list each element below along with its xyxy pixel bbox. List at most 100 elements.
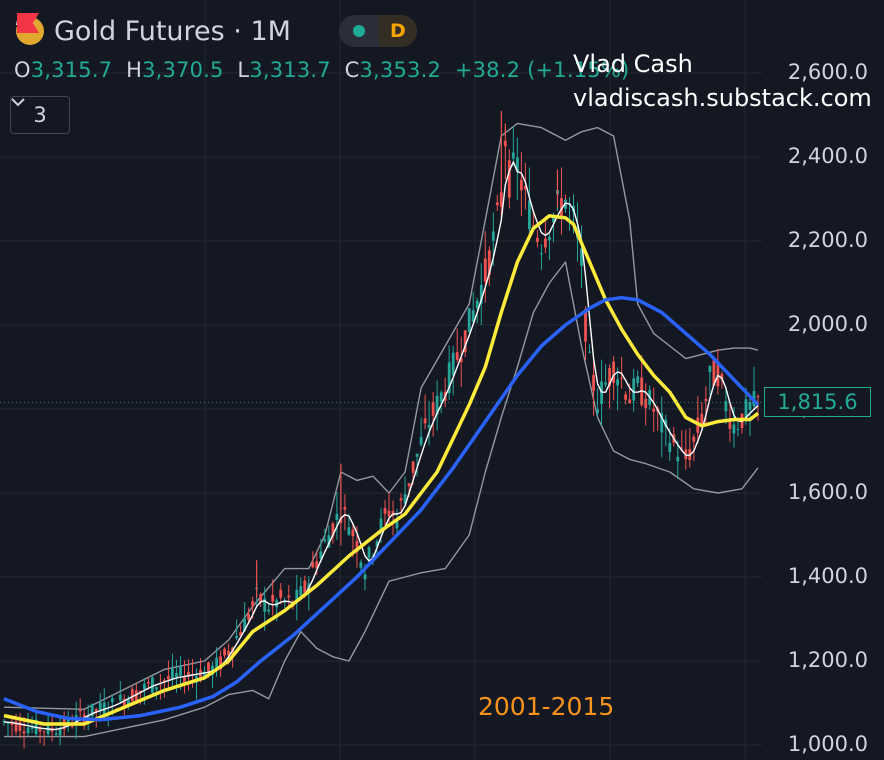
candle-body [10, 721, 14, 725]
candle-body [70, 726, 74, 728]
candle-body [263, 598, 267, 612]
watermark-author: Vlad Cash [573, 50, 693, 78]
candle-body [98, 702, 102, 711]
candle-body [6, 722, 10, 724]
candle-body [315, 561, 319, 569]
candle-body [419, 436, 423, 445]
candle-body [552, 215, 555, 223]
candle-body [692, 436, 696, 442]
candle-body [14, 721, 18, 732]
candle-body [644, 398, 648, 409]
candle-body [463, 330, 467, 352]
ma-slow-line [3, 295, 760, 722]
candle-body [636, 376, 640, 384]
candle-body [536, 237, 539, 242]
y-tick-label: 2,200.0 [787, 228, 868, 252]
candle-body [403, 494, 407, 504]
candle-body [728, 421, 732, 429]
candle-body [347, 527, 351, 535]
candle-body [171, 668, 174, 679]
candle-body [94, 709, 98, 712]
candle-body [548, 236, 551, 241]
y-tick-label: 2,600.0 [787, 60, 868, 84]
candle-body [584, 308, 587, 342]
candle-body [90, 703, 94, 717]
candle-body [343, 507, 347, 510]
interval-pill[interactable]: D [338, 15, 417, 47]
candle-body [30, 726, 34, 729]
indicator-count: 3 [33, 103, 47, 127]
candle-body [319, 551, 323, 559]
legend-toggle-button[interactable]: 3 [10, 96, 70, 134]
candle-body [219, 656, 222, 670]
y-tick-label: 1,600.0 [787, 480, 868, 504]
candle-body [299, 586, 303, 596]
candle-body [22, 731, 26, 734]
candle-body [544, 238, 547, 248]
candle-body [339, 518, 343, 523]
candle-body [455, 352, 459, 360]
candle-body [323, 539, 327, 542]
candle-body [223, 648, 226, 656]
candle-body [415, 453, 419, 457]
candle-body [207, 662, 210, 672]
candle-body [459, 358, 463, 362]
candle-body [704, 398, 708, 402]
candle-body [624, 394, 627, 400]
candle-body [86, 715, 90, 719]
candle-body [616, 379, 619, 386]
candle-body [66, 718, 70, 725]
candle-body [363, 574, 367, 580]
candle-body [155, 687, 158, 690]
ma-fast-line [3, 161, 759, 731]
candle-body [524, 186, 527, 190]
chevron-down-icon [11, 98, 25, 107]
candle-body [664, 419, 668, 427]
candle-body [287, 595, 291, 598]
last-price-label: 1,815.6 [764, 387, 871, 418]
candle-body [411, 461, 415, 473]
candle-body [528, 200, 531, 229]
candle-body [632, 378, 636, 401]
candle-body [676, 456, 680, 462]
candle-body [716, 361, 720, 387]
live-dot-icon [352, 25, 365, 37]
candle-body [435, 395, 439, 415]
candle-body [54, 733, 58, 735]
candle-body [379, 518, 383, 532]
candle-body [439, 392, 443, 402]
candle-body [540, 253, 543, 255]
candle-body [407, 483, 411, 487]
interval-badge[interactable]: D [378, 15, 417, 47]
candle-body [331, 523, 335, 537]
candle-body [283, 600, 287, 601]
candle-body [143, 683, 146, 690]
flag-icon[interactable] [16, 12, 40, 34]
candle-body [130, 689, 134, 702]
candle-body [451, 352, 455, 376]
candle-body [199, 669, 202, 680]
candle-body [147, 682, 150, 684]
symbol-title[interactable]: Gold Futures · 1M [54, 15, 291, 47]
candle-body [652, 408, 656, 412]
candle-body [311, 562, 315, 568]
candle-body [744, 399, 748, 420]
candle-body [604, 382, 607, 385]
candle-body [175, 673, 178, 678]
candle-body [503, 140, 507, 147]
candle-body [399, 498, 403, 501]
candle-body [479, 285, 483, 304]
candle-body [58, 728, 62, 736]
candle-body [271, 594, 275, 602]
candle-body [708, 366, 712, 373]
candle-body [592, 374, 595, 391]
candle-body [18, 721, 22, 731]
candle-body [267, 609, 271, 612]
candle-body [431, 402, 435, 416]
symbol-header: Gold Futures · 1M D [16, 12, 417, 50]
candle-body [520, 179, 523, 191]
candle-body [110, 698, 114, 703]
candle-body [724, 401, 728, 412]
